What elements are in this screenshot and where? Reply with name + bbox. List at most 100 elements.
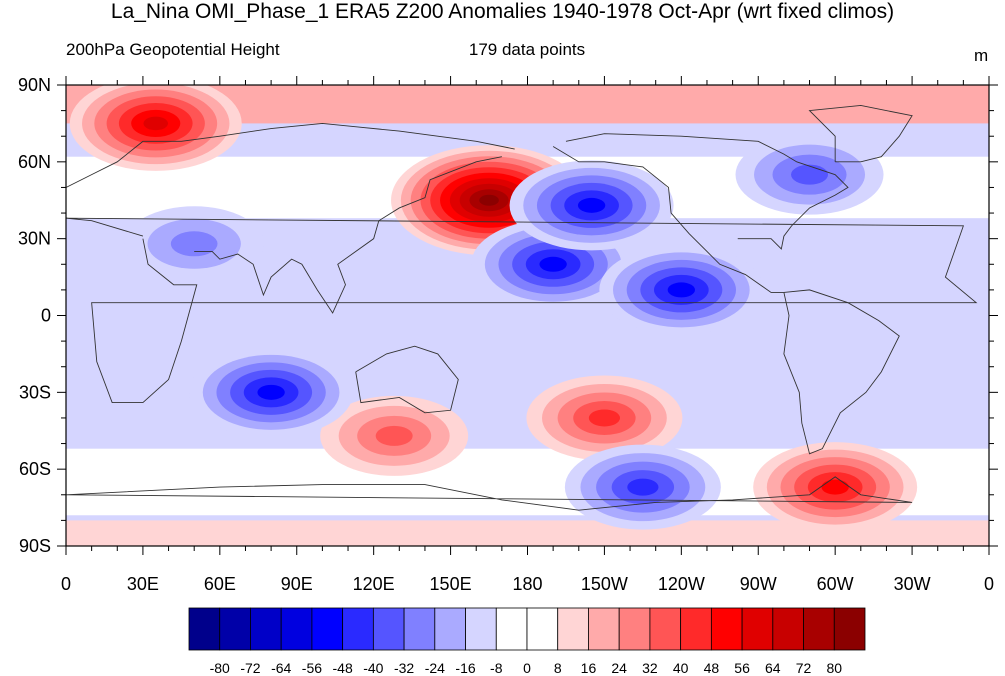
colorbar-swatch [434, 607, 466, 651]
colorbar-label: -48 [333, 660, 353, 676]
colorbar-label: 48 [704, 660, 720, 676]
lon-label: 150W [581, 574, 628, 594]
colorbar-swatch [372, 607, 405, 651]
colorbar-label: -24 [425, 660, 445, 676]
left-subtitle: 200hPa Geopotential Height [66, 40, 280, 59]
anomaly-contour [577, 197, 606, 213]
anomaly-center-low [735, 134, 884, 215]
coastline-segment [552, 146, 784, 293]
anomaly-center-low [509, 160, 674, 251]
lat-label: 30S [19, 382, 51, 402]
units-label: m [974, 46, 989, 65]
anomaly-center-low [189, 347, 354, 438]
axis-ticks [57, 76, 998, 555]
anomaly-contour [143, 116, 169, 131]
colorbar-swatch [557, 607, 589, 651]
colorbar-swatch [803, 607, 835, 651]
lat-label: 0 [41, 306, 51, 326]
colorbar-label: 32 [642, 660, 658, 676]
anomaly-center-high [320, 395, 469, 476]
anomaly-center-high [753, 442, 918, 533]
colorbar-label: -64 [271, 660, 291, 676]
anomaly-contour [479, 194, 499, 206]
anomaly-contour [539, 256, 567, 272]
colorbar-label: 72 [796, 660, 812, 676]
colorbar-labels: -80 -72 -64 -56 -48 -40 -32 -24 -16 -8 0 8 16 24 32 40 4… [210, 660, 843, 676]
coastline-segment [565, 133, 849, 250]
colorbar-swatch [741, 607, 774, 651]
anomaly-field [66, 85, 989, 546]
anomaly-contour [170, 231, 218, 257]
lon-label: 0 [984, 574, 994, 594]
lat-label: 90S [19, 536, 51, 556]
colorbar-swatch [526, 607, 559, 651]
coastline-segment [808, 105, 913, 163]
lon-axis: 0 30E 60E 90E 120E 150E 180 150W 120W 90W 60W 30W 0 [61, 574, 994, 594]
anomaly-contour [791, 164, 829, 185]
colorbar-swatch [833, 607, 866, 651]
colorbar-label: 40 [673, 660, 689, 676]
colorbar-swatch [649, 607, 682, 651]
colorbar-swatch [219, 607, 251, 651]
colorbar-swatch [280, 607, 313, 651]
colorbar-swatch [618, 607, 651, 651]
lon-label: 120W [658, 574, 705, 594]
colorbar-label: 0 [523, 660, 531, 676]
anomaly-center-low [124, 206, 265, 282]
lon-label: 180 [512, 574, 542, 594]
colorbar-swatch [495, 607, 528, 651]
anomaly-contour [257, 384, 285, 400]
colorbar-label: -56 [302, 660, 322, 676]
anomaly-contour [375, 425, 413, 446]
lon-label: 120E [353, 574, 395, 594]
colorbar-swatch [403, 607, 436, 651]
colorbar-swatch [588, 607, 620, 651]
anomaly-center-low [599, 244, 764, 335]
colorbar-label: -40 [363, 660, 383, 676]
colorbar-swatch [342, 607, 374, 651]
colorbar-label: 8 [554, 660, 562, 676]
anomaly-center-high [526, 375, 683, 461]
anomaly-center-low [564, 444, 721, 530]
lon-label: 150E [430, 574, 472, 594]
colorbar-label: -32 [394, 660, 414, 676]
lat-label: 60S [19, 459, 51, 479]
coastlines [66, 105, 978, 511]
colorbar-swatch [311, 607, 344, 651]
lat-label: 60N [18, 152, 51, 172]
colorbar-label: 80 [826, 660, 842, 676]
coastline-segment [355, 345, 459, 414]
colorbar-label: 24 [611, 660, 627, 676]
lat-axis: 90N 60N 30N 0 30S 60S 90S [18, 75, 51, 556]
lat-label: 30N [18, 229, 51, 249]
colorbar-label: 56 [734, 660, 750, 676]
coastline-segment [194, 156, 502, 314]
colorbar-label: -16 [455, 660, 475, 676]
lon-label: 30W [894, 574, 931, 594]
lon-label: 90W [740, 574, 777, 594]
lon-label: 90E [281, 574, 313, 594]
coastline-segment [66, 122, 515, 188]
lon-label: 60E [204, 574, 236, 594]
lon-label: 0 [61, 574, 71, 594]
colorbar-label: 16 [581, 660, 597, 676]
colorbar-label: -8 [490, 660, 503, 676]
colorbar-label: -80 [210, 660, 230, 676]
anomaly-center-high [69, 85, 242, 171]
colorbar [188, 607, 866, 651]
colorbar-swatch [465, 607, 497, 651]
coastline-segment [66, 476, 913, 511]
colorbar-label: -72 [240, 660, 260, 676]
anomaly-contour [667, 282, 695, 298]
center-subtitle: 179 data points [468, 40, 586, 59]
colorbar-label: 64 [765, 660, 781, 676]
lat-label: 90N [18, 75, 51, 95]
colorbar-swatch [680, 607, 712, 651]
anomaly-contour [627, 478, 659, 496]
anomaly-contour [588, 409, 621, 427]
lon-label: 60W [817, 574, 854, 594]
coastline-segment [783, 289, 900, 455]
colorbar-swatch [250, 607, 282, 651]
colorbar-swatch [710, 607, 743, 651]
